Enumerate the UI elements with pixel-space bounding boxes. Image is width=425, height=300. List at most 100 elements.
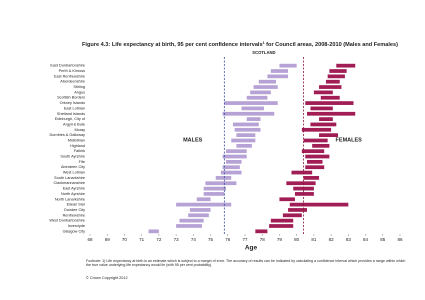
category-label: Edinburgh, City of [55,117,86,121]
interval-bar [294,192,314,196]
category-label: Falkirk [74,149,85,153]
interval-bar [196,197,211,202]
interval-bar [176,202,232,207]
interval-bar [232,122,259,127]
interval-bar [241,106,264,111]
interval-bar [236,143,252,148]
interval-bar [288,208,307,212]
interval-bar [313,90,333,95]
interval-bar [203,186,227,191]
interval-bar [267,74,289,79]
footnote: Footnote: 1) Life expectancy at birth is… [86,259,406,268]
interval-bar [222,111,275,116]
category-label: Dumfries & Galloway [50,133,86,137]
interval-bar [279,197,295,202]
category-label: Moray [74,128,85,132]
interval-bar [236,133,256,138]
interval-bar [270,218,294,223]
category-label: East Lothian [64,106,85,110]
category-label: North Ayrshire [61,192,85,196]
category-label: West Lothian [63,171,85,175]
interval-bar [336,63,356,68]
interval-bar [246,117,261,121]
interval-bar [279,63,297,68]
x-tick-label: 69 [105,237,111,242]
interval-bar [231,138,256,143]
x-tick-label: 77 [242,237,248,242]
interval-bar [319,117,333,121]
category-label: South Lanarkshire [54,176,85,180]
interval-bar [189,208,211,212]
interval-bar [293,186,314,191]
x-tick-label: 74 [191,237,197,242]
interval-bar [303,176,320,180]
title-end: for Council areas, 2008-2010 (Males and … [265,42,399,48]
category-label: Dundee City [64,208,85,212]
x-tick-label: 75 [208,237,214,242]
x-tick-label: 84 [363,237,369,242]
title-marker: 1 [263,41,265,45]
x-tick-label: 79 [277,237,283,242]
x-tick-label: 85 [380,237,386,242]
x-tick-label: 73 [174,237,180,242]
x-tick-label: 72 [156,237,162,242]
interval-bar [291,170,313,175]
category-label: East Dunbartonshire [50,64,85,68]
reference-label: SCOTLAND [252,50,275,55]
interval-bar [224,101,278,105]
interval-bar [282,213,302,218]
interval-bar [305,101,354,105]
x-axis-label: Age [245,245,258,252]
interval-bar [220,170,242,175]
interval-bar [303,138,328,143]
interval-bar [320,95,340,100]
interval-bar [312,143,330,148]
interval-bar [253,85,278,89]
category-label: West Dunbartonshire [49,219,85,223]
category-label: Midlothian [68,138,85,142]
category-label: Argyll & Bute [63,122,85,126]
category-label: Clackmannanshire [54,181,85,185]
interval-bar [310,122,337,127]
x-tick-label: 81 [311,237,317,242]
copyright: © Crown Copyright 2012 [86,276,128,280]
interval-bar [188,213,209,218]
interval-bar [286,181,316,186]
interval-bar [325,79,340,84]
category-label: Orkney Islands [60,101,85,105]
category-label: Aberdeen City [61,165,85,169]
x-tick-label: 71 [139,237,145,242]
category-label: Angus [74,90,85,94]
x-tick-label: 76 [225,237,231,242]
interval-bar [255,229,268,234]
interval-bar [289,202,349,207]
title-start: Figure 4.3: Life expectancy at birth, 95… [82,42,263,48]
category-label: Glasgow City [63,229,85,233]
interval-bar [301,149,325,154]
interval-bar [307,159,323,164]
chart-title: Figure 4.3: Life expectancy at birth, 95… [82,41,398,49]
interval-bar [305,165,325,170]
category-label: Aberdeenshire [60,80,85,84]
category-label: Inverclyde [68,224,85,228]
interval-bar [301,127,332,132]
category-label: Renfrewshire [63,213,85,217]
x-tick-label: 82 [329,237,335,242]
interval-bar [176,224,202,228]
interval-bar [327,74,345,79]
interval-bar [319,85,342,89]
interval-bar [215,176,232,180]
interval-bar [305,154,330,159]
interval-bar [222,154,247,159]
interval-bar [205,181,237,186]
x-tick-label: 80 [294,237,300,242]
category-label: Perth & Kinross [59,69,85,73]
interval-bar [226,149,247,154]
category-label: Highland [70,144,85,148]
x-tick-label: 78 [260,237,266,242]
interval-bar [148,229,159,234]
interval-bar [307,111,356,116]
interval-bar [222,165,240,170]
